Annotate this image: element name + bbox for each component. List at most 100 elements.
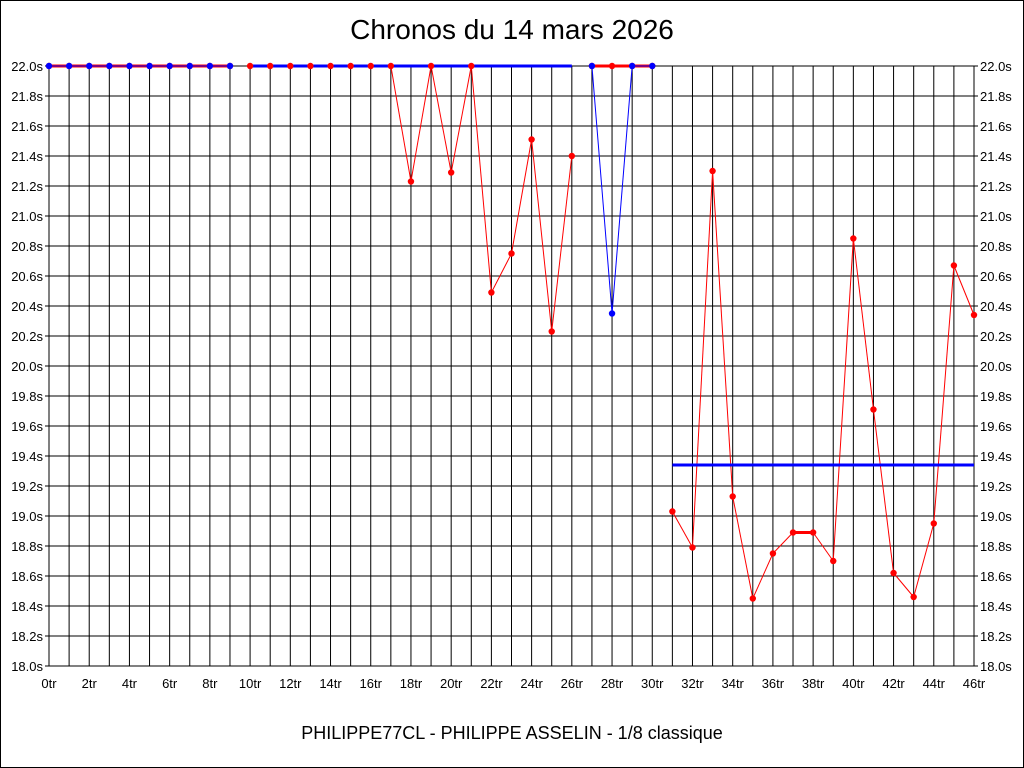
red-series-line: [772, 532, 794, 554]
y-tick-label-right: 22.0s: [980, 59, 1012, 74]
y-tick-label-right: 18.0s: [980, 659, 1012, 674]
red-series-point: [870, 406, 877, 413]
y-tick-label-left: 20.0s: [11, 359, 43, 374]
blue-series-point: [628, 62, 636, 70]
red-series-point: [970, 311, 978, 319]
x-tick-label: 14tr: [319, 676, 342, 691]
red-series-line: [953, 265, 975, 316]
red-series-point: [769, 550, 777, 557]
y-tick-label-right: 19.8s: [980, 389, 1012, 404]
red-series-point: [709, 167, 716, 175]
y-tick-label-left: 18.8s: [11, 539, 43, 554]
blue-series-point: [608, 310, 616, 317]
red-series-point: [689, 544, 696, 551]
y-tick-label-right: 21.8s: [980, 89, 1012, 104]
x-tick-label: 24tr: [520, 676, 543, 691]
red-series-point: [789, 529, 797, 536]
y-tick-label-right: 18.2s: [980, 629, 1012, 644]
red-series-line: [872, 409, 895, 574]
red-series-point: [327, 62, 334, 70]
red-series-point: [850, 235, 857, 242]
blue-series-point: [588, 62, 596, 70]
blue-series-point: [206, 62, 214, 70]
red-series-line: [531, 139, 553, 332]
red-series-point: [468, 62, 475, 70]
blue-series-point: [226, 62, 234, 70]
x-tick-label: 8tr: [202, 676, 218, 691]
y-tick-label-left: 18.4s: [11, 599, 43, 614]
y-tick-label-right: 21.6s: [980, 119, 1012, 134]
red-series-point: [528, 136, 535, 143]
red-series-line: [913, 523, 935, 598]
red-series-point: [266, 62, 274, 70]
y-tick-label-right: 21.0s: [980, 209, 1012, 224]
red-series-line: [671, 511, 693, 548]
y-tick-label-left: 20.6s: [11, 269, 43, 284]
red-series-line: [551, 155, 573, 332]
y-tick-label-left: 20.8s: [11, 239, 43, 254]
red-series-line: [691, 170, 714, 548]
y-tick-label-left: 19.8s: [11, 389, 43, 404]
blue-series-point: [45, 62, 53, 70]
x-tick-label: 26tr: [561, 676, 584, 691]
red-series-line: [852, 238, 874, 410]
x-tick-label: 40tr: [842, 676, 865, 691]
red-series-point: [729, 493, 736, 500]
red-series-point: [830, 557, 837, 565]
y-tick-label-left: 18.2s: [11, 629, 43, 644]
y-tick-label-right: 18.8s: [980, 539, 1012, 554]
x-tick-label: 44tr: [923, 676, 946, 691]
y-tick-label-right: 19.4s: [980, 449, 1012, 464]
y-tick-label-left: 18.6s: [11, 569, 43, 584]
blue-series-point: [166, 62, 173, 70]
y-tick-label-right: 19.6s: [980, 419, 1012, 434]
blue-series-point: [106, 62, 113, 70]
red-series-point: [347, 62, 354, 70]
y-tick-label-left: 21.2s: [11, 179, 43, 194]
red-series-point: [307, 62, 314, 70]
red-series-line: [450, 65, 472, 173]
x-tick-label: 28tr: [601, 676, 624, 691]
blue-series-point: [126, 62, 133, 70]
x-tick-label: 12tr: [279, 676, 302, 691]
y-tick-label-left: 22.0s: [11, 59, 43, 74]
red-series-point: [930, 520, 937, 527]
y-tick-label-left: 19.2s: [11, 479, 43, 494]
y-tick-label-left: 21.0s: [11, 209, 43, 224]
x-tick-label: 30tr: [641, 676, 664, 691]
red-series-line: [430, 65, 452, 173]
blue-series-point: [86, 62, 93, 70]
chart-title: Chronos du 14 mars 2026: [350, 14, 674, 45]
x-tick-label: 2tr: [82, 676, 98, 691]
red-series-point: [407, 178, 415, 185]
y-tick-label-right: 20.2s: [980, 329, 1012, 344]
x-tick-label: 36tr: [762, 676, 785, 691]
blue-series-point: [146, 62, 153, 70]
red-series-point: [950, 262, 958, 269]
y-tick-label-left: 19.0s: [11, 509, 43, 524]
red-series-point: [488, 289, 495, 296]
x-tick-label: 38tr: [802, 676, 825, 691]
red-series-point: [669, 508, 676, 515]
red-series-point: [387, 62, 395, 70]
y-tick-label-right: 20.0s: [980, 359, 1012, 374]
red-series-point: [548, 328, 555, 335]
x-tick-label: 6tr: [162, 676, 178, 691]
x-tick-label: 0tr: [41, 676, 57, 691]
chart-footer: PHILIPPE77CL - PHILIPPE ASSELIN - 1/8 cl…: [301, 723, 723, 743]
y-tick-label-right: 19.2s: [980, 479, 1012, 494]
red-series-line: [933, 265, 955, 524]
red-series-line: [410, 65, 432, 182]
y-tick-label-left: 20.2s: [11, 329, 43, 344]
y-tick-label-right: 20.4s: [980, 299, 1012, 314]
red-series-line: [390, 65, 412, 182]
blue-series-point: [186, 62, 193, 70]
y-tick-label-right: 20.8s: [980, 239, 1012, 254]
red-series-line: [712, 170, 734, 497]
y-tick-label-right: 21.4s: [980, 149, 1012, 164]
blue-series-line: [611, 65, 633, 314]
red-series-line: [490, 253, 512, 293]
red-series-point: [447, 169, 455, 176]
red-series-line: [832, 238, 854, 562]
